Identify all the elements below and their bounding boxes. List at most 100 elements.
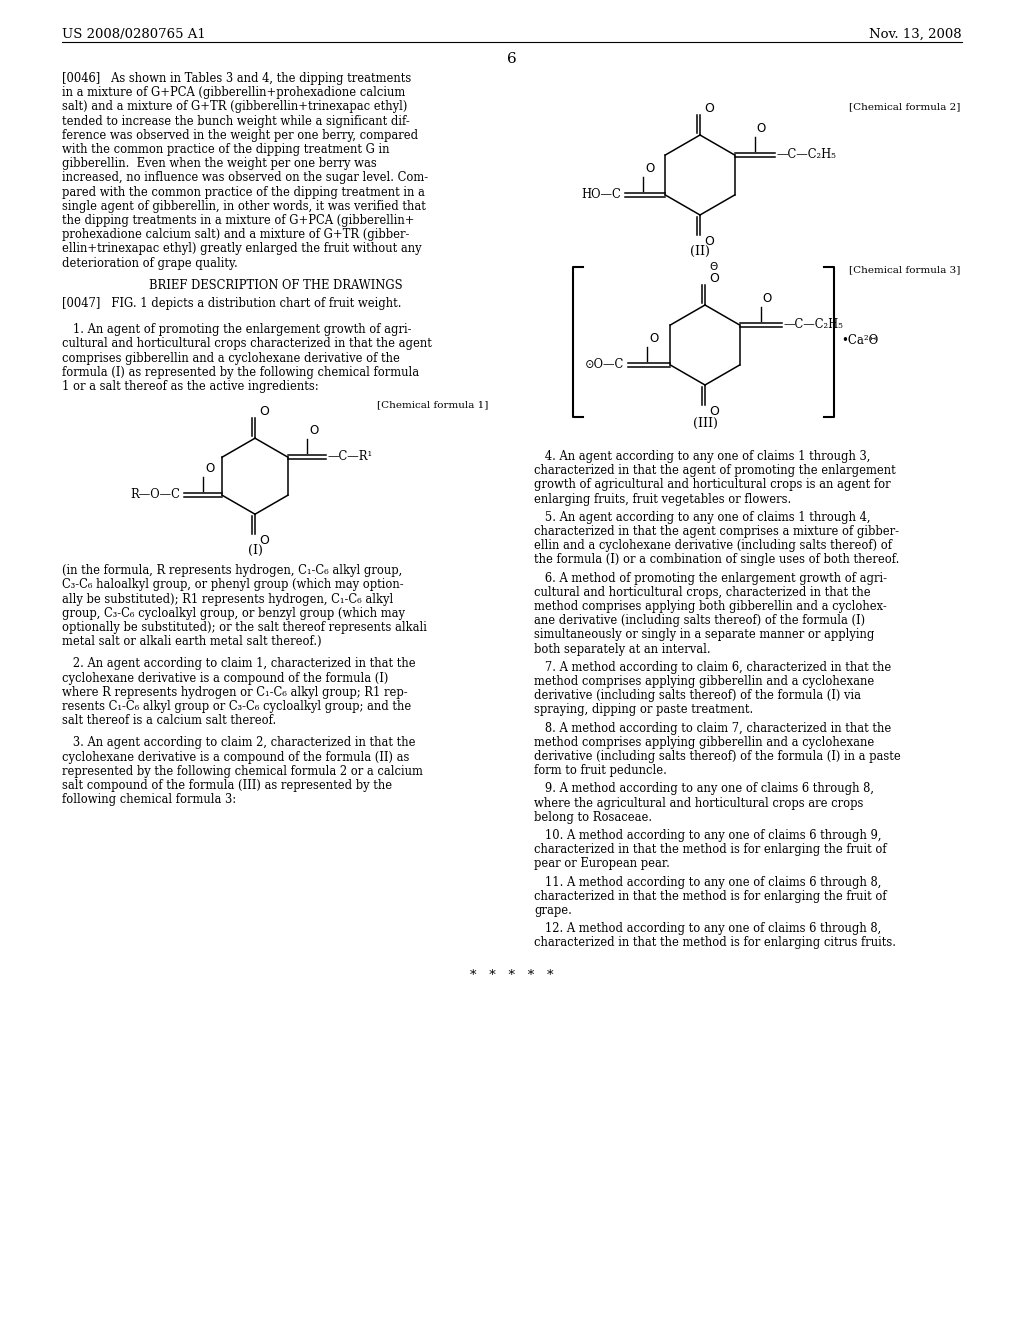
Text: cyclohexane derivative is a compound of the formula (II) as: cyclohexane derivative is a compound of … [62,751,410,763]
Text: prohexadione calcium salt) and a mixture of G+TR (gibber-: prohexadione calcium salt) and a mixture… [62,228,410,242]
Text: 8. A method according to claim 7, characterized in that the: 8. A method according to claim 7, charac… [534,722,891,735]
Text: O: O [645,162,654,176]
Text: spraying, dipping or paste treatment.: spraying, dipping or paste treatment. [534,704,754,717]
Text: *   *   *   *   *: * * * * * [470,969,554,982]
Text: —C—C₂H₅: —C—C₂H₅ [776,148,837,161]
Text: formula (I) as represented by the following chemical formula: formula (I) as represented by the follow… [62,366,419,379]
Text: single agent of gibberellin, in other words, it was verified that: single agent of gibberellin, in other wo… [62,199,426,213]
Text: method comprises applying gibberellin and a cyclohexane: method comprises applying gibberellin an… [534,675,874,688]
Text: O: O [709,405,719,418]
Text: [Chemical formula 3]: [Chemical formula 3] [849,265,961,275]
Text: salt compound of the formula (III) as represented by the: salt compound of the formula (III) as re… [62,779,392,792]
Text: deterioration of grape quality.: deterioration of grape quality. [62,256,238,269]
Text: belong to Rosaceae.: belong to Rosaceae. [534,810,652,824]
Text: resents C₁-C₆ alkyl group or C₃-C₆ cycloalkyl group; and the: resents C₁-C₆ alkyl group or C₃-C₆ cyclo… [62,700,412,713]
Text: US 2008/0280765 A1: US 2008/0280765 A1 [62,28,206,41]
Text: O: O [309,424,318,437]
Text: where the agricultural and horticultural crops are crops: where the agricultural and horticultural… [534,796,863,809]
Text: optionally be substituted); or the salt thereof represents alkali: optionally be substituted); or the salt … [62,620,427,634]
Text: (I): (I) [248,544,262,557]
Text: characterized in that the method is for enlarging citrus fruits.: characterized in that the method is for … [534,936,896,949]
Text: increased, no influence was observed on the sugar level. Com-: increased, no influence was observed on … [62,172,428,185]
Text: O: O [709,272,719,285]
Text: [Chemical formula 2]: [Chemical formula 2] [849,102,961,111]
Text: [Chemical formula 1]: [Chemical formula 1] [377,400,488,409]
Text: method comprises applying both gibberellin and a cyclohex-: method comprises applying both gibberell… [534,601,887,612]
Text: characterized in that the agent of promoting the enlargement: characterized in that the agent of promo… [534,465,896,478]
Text: 3. An agent according to claim 2, characterized in that the: 3. An agent according to claim 2, charac… [62,737,416,750]
Text: characterized in that the method is for enlarging the fruit of: characterized in that the method is for … [534,843,887,857]
Text: cyclohexane derivative is a compound of the formula (I): cyclohexane derivative is a compound of … [62,672,388,685]
Text: Nov. 13, 2008: Nov. 13, 2008 [869,28,962,41]
Text: (III): (III) [692,417,718,430]
Text: salt thereof is a calcium salt thereof.: salt thereof is a calcium salt thereof. [62,714,276,727]
Text: (II): (II) [690,246,710,257]
Text: Θ: Θ [709,261,717,272]
Text: —C—C₂H₅: —C—C₂H₅ [783,318,844,330]
Text: 4. An agent according to any one of claims 1 through 3,: 4. An agent according to any one of clai… [534,450,870,463]
Text: 5. An agent according to any one of claims 1 through 4,: 5. An agent according to any one of clai… [534,511,870,524]
Text: enlarging fruits, fruit vegetables or flowers.: enlarging fruits, fruit vegetables or fl… [534,492,792,506]
Text: 7. A method according to claim 6, characterized in that the: 7. A method according to claim 6, charac… [534,661,891,673]
Text: O: O [259,535,269,548]
Text: —C—R¹: —C—R¹ [328,450,373,463]
Text: group, C₃-C₆ cycloalkyl group, or benzyl group (which may: group, C₃-C₆ cycloalkyl group, or benzyl… [62,607,406,620]
Text: both separately at an interval.: both separately at an interval. [534,643,711,656]
Text: form to fruit peduncle.: form to fruit peduncle. [534,764,667,777]
Text: 2. An agent according to claim 1, characterized in that the: 2. An agent according to claim 1, charac… [62,657,416,671]
Text: gibberellin.  Even when the weight per one berry was: gibberellin. Even when the weight per on… [62,157,377,170]
Text: characterized in that the agent comprises a mixture of gibber-: characterized in that the agent comprise… [534,525,899,539]
Text: C₃-C₆ haloalkyl group, or phenyl group (which may option-: C₃-C₆ haloalkyl group, or phenyl group (… [62,578,403,591]
Text: metal salt or alkali earth metal salt thereof.): metal salt or alkali earth metal salt th… [62,635,322,648]
Text: derivative (including salts thereof) of the formula (I) in a paste: derivative (including salts thereof) of … [534,750,901,763]
Text: salt) and a mixture of G+TR (gibberellin+trinexapac ethyl): salt) and a mixture of G+TR (gibberellin… [62,100,408,114]
Text: represented by the following chemical formula 2 or a calcium: represented by the following chemical fo… [62,764,423,777]
Text: O: O [705,235,714,248]
Text: R—O—C: R—O—C [130,487,180,500]
Text: method comprises applying gibberellin and a cyclohexane: method comprises applying gibberellin an… [534,735,874,748]
Text: 9. A method according to any one of claims 6 through 8,: 9. A method according to any one of clai… [534,783,874,796]
Text: comprises gibberellin and a cyclohexane derivative of the: comprises gibberellin and a cyclohexane … [62,351,400,364]
Text: following chemical formula 3:: following chemical formula 3: [62,793,237,807]
Text: BRIEF DESCRIPTION OF THE DRAWINGS: BRIEF DESCRIPTION OF THE DRAWINGS [150,279,402,292]
Text: pared with the common practice of the dipping treatment in a: pared with the common practice of the di… [62,186,425,198]
Text: growth of agricultural and horticultural crops is an agent for: growth of agricultural and horticultural… [534,478,891,491]
Text: 6. A method of promoting the enlargement growth of agri-: 6. A method of promoting the enlargement… [534,572,887,585]
Text: (in the formula, R represents hydrogen, C₁-C₆ alkyl group,: (in the formula, R represents hydrogen, … [62,564,402,577]
Text: ellin and a cyclohexane derivative (including salts thereof) of: ellin and a cyclohexane derivative (incl… [534,539,892,552]
Text: [0046]   As shown in Tables 3 and 4, the dipping treatments: [0046] As shown in Tables 3 and 4, the d… [62,73,412,84]
Text: grape.: grape. [534,904,571,917]
Text: simultaneously or singly in a separate manner or applying: simultaneously or singly in a separate m… [534,628,874,642]
Text: in a mixture of G+PCA (gibberellin+prohexadione calcium: in a mixture of G+PCA (gibberellin+prohe… [62,86,406,99]
Text: 1. An agent of promoting the enlargement growth of agri-: 1. An agent of promoting the enlargement… [62,323,412,337]
Text: 10. A method according to any one of claims 6 through 9,: 10. A method according to any one of cla… [534,829,882,842]
Text: O: O [757,121,766,135]
Text: the dipping treatments in a mixture of G+PCA (gibberellin+: the dipping treatments in a mixture of G… [62,214,415,227]
Text: O: O [205,462,214,475]
Text: cultural and horticultural crops, characterized in that the: cultural and horticultural crops, charac… [534,586,870,599]
Text: O: O [649,333,658,345]
Text: O: O [259,405,269,418]
Text: •Ca²Θ: •Ca²Θ [842,334,879,347]
Text: [0047]   FIG. 1 depicts a distribution chart of fruit weight.: [0047] FIG. 1 depicts a distribution cha… [62,297,401,310]
Text: ally be substituted); R1 represents hydrogen, C₁-C₆ alkyl: ally be substituted); R1 represents hydr… [62,593,393,606]
Text: 6: 6 [507,51,517,66]
Text: ference was observed in the weight per one berry, compared: ference was observed in the weight per o… [62,129,418,141]
Text: characterized in that the method is for enlarging the fruit of: characterized in that the method is for … [534,890,887,903]
Text: ellin+trinexapac ethyl) greatly enlarged the fruit without any: ellin+trinexapac ethyl) greatly enlarged… [62,243,422,255]
Text: O: O [763,292,772,305]
Text: ⊙O—C: ⊙O—C [585,358,625,371]
Text: the formula (I) or a combination of single uses of both thereof.: the formula (I) or a combination of sing… [534,553,899,566]
Text: HO—C: HO—C [582,187,622,201]
Text: pear or European pear.: pear or European pear. [534,858,670,870]
Text: tended to increase the bunch weight while a significant dif-: tended to increase the bunch weight whil… [62,115,410,128]
Text: 12. A method according to any one of claims 6 through 8,: 12. A method according to any one of cla… [534,923,882,935]
Text: cultural and horticultural crops characterized in that the agent: cultural and horticultural crops charact… [62,338,432,350]
Text: 1 or a salt thereof as the active ingredients:: 1 or a salt thereof as the active ingred… [62,380,318,393]
Text: where R represents hydrogen or C₁-C₆ alkyl group; R1 rep-: where R represents hydrogen or C₁-C₆ alk… [62,686,408,698]
Text: with the common practice of the dipping treatment G in: with the common practice of the dipping … [62,143,389,156]
Text: ane derivative (including salts thereof) of the formula (I): ane derivative (including salts thereof)… [534,614,865,627]
Text: 11. A method according to any one of claims 6 through 8,: 11. A method according to any one of cla… [534,875,882,888]
Text: O: O [705,102,714,115]
Text: derivative (including salts thereof) of the formula (I) via: derivative (including salts thereof) of … [534,689,861,702]
